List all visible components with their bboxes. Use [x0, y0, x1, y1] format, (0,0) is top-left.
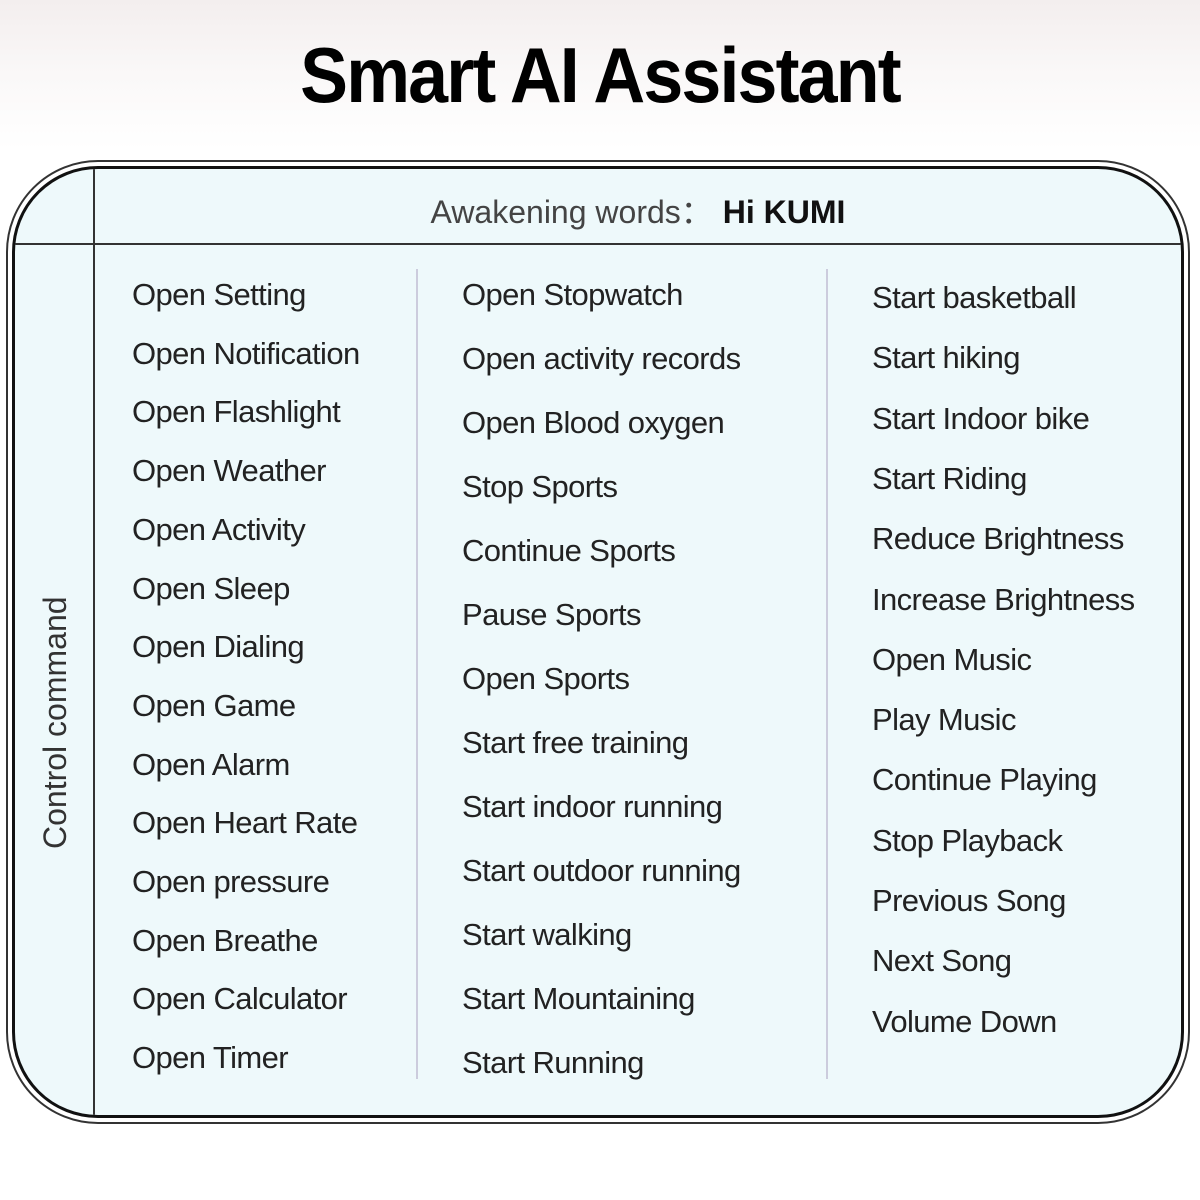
command-item: Open Dialing [132, 629, 305, 665]
header-background [0, 0, 1200, 150]
command-item: Open Activity [132, 511, 306, 547]
command-item: Open Music [872, 641, 1032, 677]
column-divider [93, 169, 95, 1115]
panel-outer-border [6, 160, 1190, 1124]
command-item: Start Mountaining [462, 981, 695, 1016]
command-item: Open pressure [132, 864, 330, 899]
command-item: Continue Playing [872, 762, 1097, 798]
command-item: Start outdoor running [462, 853, 741, 888]
side-label: Control command [37, 596, 73, 849]
command-item: Stop Playback [872, 822, 1063, 858]
command-item: Open Game [132, 687, 296, 723]
command-item: Open Notification [132, 335, 360, 371]
command-item: Start Riding [872, 460, 1027, 496]
command-item: Start hiking [872, 340, 1020, 376]
command-item: Continue Sports [462, 533, 676, 568]
command-item: Stop Sports [462, 469, 618, 504]
command-item: Play Music [872, 702, 1016, 738]
command-item: Open Setting [132, 277, 306, 312]
command-item: Reduce Brightness [872, 521, 1124, 557]
command-item: Open Sleep [132, 570, 290, 606]
command-item: Open Stopwatch [462, 277, 683, 312]
command-item: Open Blood oxygen [462, 405, 725, 440]
command-item: Previous Song [872, 883, 1066, 918]
awakening-value: Hi KUMI [722, 194, 846, 230]
list-divider [826, 269, 828, 1079]
command-item: Open Breathe [132, 922, 318, 958]
command-item: Open Heart Rate [132, 805, 358, 841]
command-panel: Awakening words： Hi KUMI Control command … [12, 166, 1184, 1118]
command-item: Start indoor running [462, 789, 723, 824]
command-item: Start Running [462, 1045, 644, 1080]
command-item: Open Calculator [132, 981, 348, 1017]
command-item: Increase Brightness [872, 581, 1135, 617]
command-item: Pause Sports [462, 597, 642, 632]
page-title: Smart AI Assistant [300, 31, 901, 119]
row-divider [15, 243, 1181, 245]
command-item: Start free training [462, 725, 689, 760]
list-divider [416, 269, 418, 1079]
command-item: Open Alarm [132, 746, 290, 782]
command-item: Open Timer [132, 1040, 289, 1076]
command-item: Start Indoor bike [872, 400, 1090, 436]
command-item: Open Sports [462, 661, 630, 696]
command-item: Start basketball [872, 280, 1077, 315]
command-item: Next Song [872, 943, 1012, 979]
awakening-words: Awakening words： Hi KUMI [95, 187, 1181, 233]
command-item: Open activity records [462, 341, 741, 376]
command-item: Open Flashlight [132, 394, 341, 430]
awakening-label: Awakening words： [430, 194, 713, 230]
command-item: Volume Down [872, 1003, 1057, 1039]
command-item: Start walking [462, 917, 632, 952]
command-item: Open Weather [132, 453, 326, 489]
